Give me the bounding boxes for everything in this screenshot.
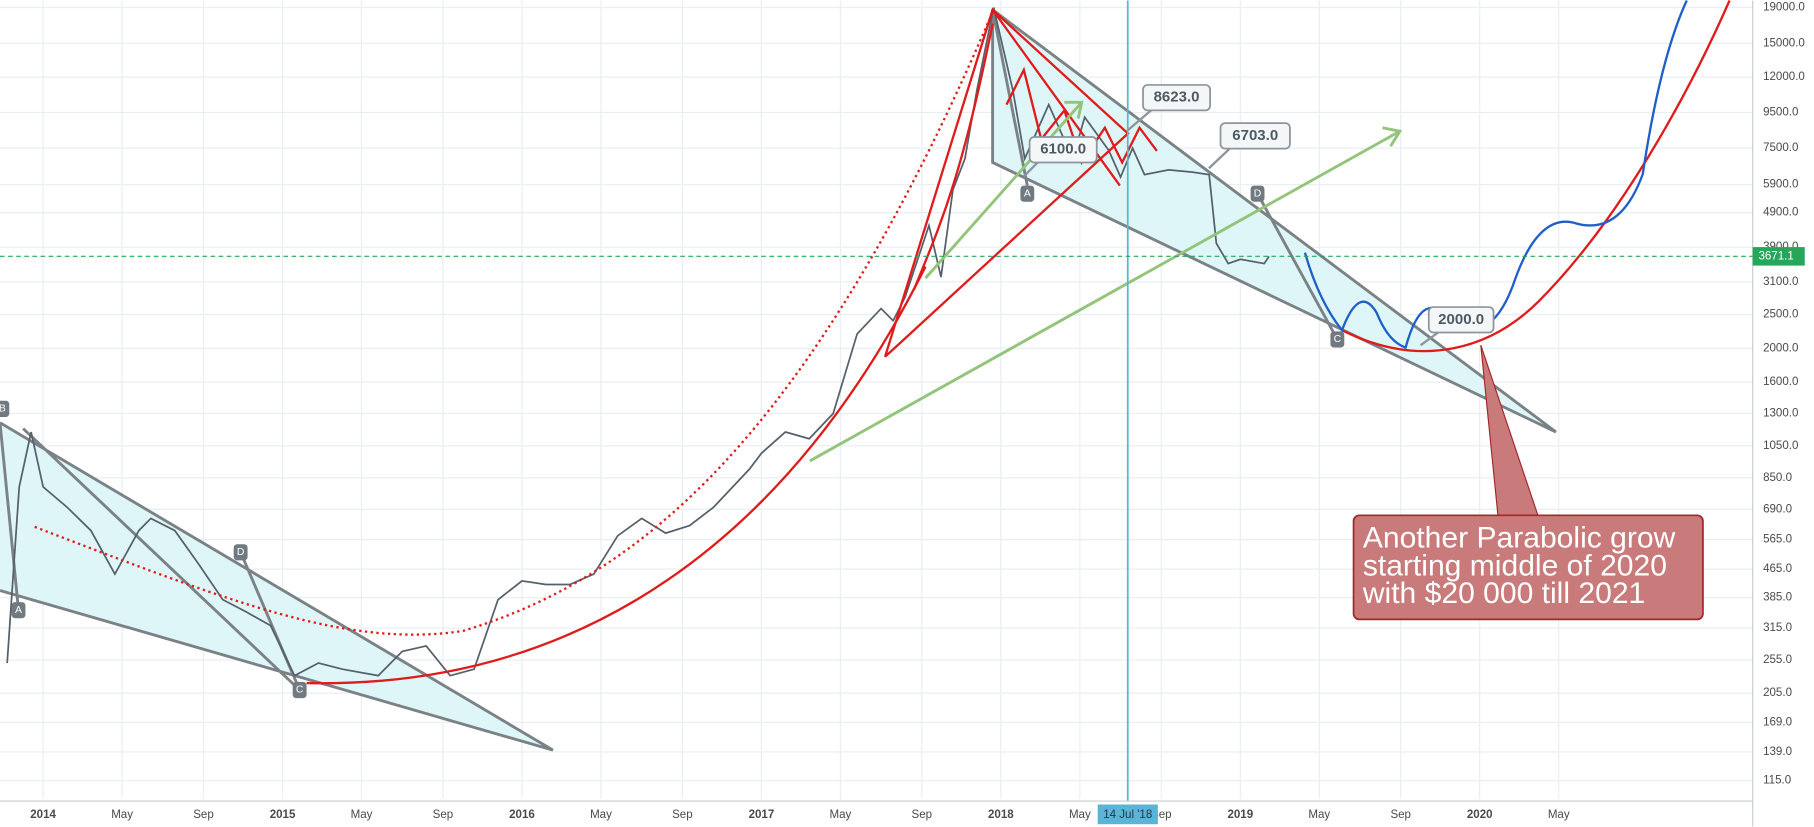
y-tick-label: 850.0 <box>1763 472 1792 484</box>
callout-pointer <box>1208 147 1231 170</box>
cursor-box <box>1097 804 1158 825</box>
callout-label: 8623.0 <box>1154 89 1200 106</box>
x-tick-label: May <box>590 809 612 821</box>
pattern-label: B <box>0 404 6 415</box>
callout-label: 2000.0 <box>1438 311 1484 328</box>
callout-pointer <box>1127 109 1152 131</box>
pattern-badge <box>0 400 10 417</box>
last-price-box <box>1752 247 1805 266</box>
x-tick-label: 2016 <box>509 809 535 821</box>
callout-box <box>1427 306 1495 334</box>
y-tick-label: 12000.0 <box>1763 71 1805 83</box>
last-price-label: 3671.1 <box>1758 250 1793 262</box>
y-tick-label: 115.0 <box>1763 775 1791 787</box>
y-tick-label: 255.0 <box>1763 654 1792 666</box>
y-tick-label: 1300.0 <box>1763 408 1798 420</box>
pattern-label: C <box>1334 334 1342 345</box>
y-tick-label: 2500.0 <box>1763 309 1798 321</box>
y-tick-label: 139.0 <box>1763 746 1792 758</box>
annotation: Another Parabolic grow starting middle o… <box>1352 345 1704 621</box>
x-tick-label: Sep <box>193 809 214 821</box>
y-tick-label: 2000.0 <box>1763 342 1798 354</box>
x-tick-label: Sep <box>912 809 933 821</box>
x-tick-label: Sep <box>1390 809 1411 821</box>
x-tick-label: May <box>1548 809 1570 821</box>
price-layer <box>6 7 1270 677</box>
y-tick-label: 169.0 <box>1763 716 1792 728</box>
grid <box>0 0 1753 799</box>
x-tick-label: May <box>351 809 373 821</box>
pattern-label: D <box>237 547 245 558</box>
pattern-badge <box>1330 331 1345 348</box>
x-tick-label: Sep <box>433 809 454 821</box>
pattern-badge <box>1250 185 1265 202</box>
x-tick-label: 2017 <box>749 809 775 821</box>
annotation-line: Another Parabolic grow <box>1363 522 1676 555</box>
pattern-label: D <box>1254 188 1262 199</box>
callout-box <box>1028 136 1098 164</box>
x-tick-label: May <box>1069 809 1091 821</box>
pattern-badge <box>1020 185 1035 202</box>
x-tick-label: May <box>1308 809 1330 821</box>
pattern-badge <box>233 544 248 561</box>
y-tick-label: 565.0 <box>1763 534 1792 546</box>
y-tick-label: 690.0 <box>1763 503 1792 515</box>
x-tick-label: 2019 <box>1227 809 1253 821</box>
pattern-label: A <box>1024 188 1031 199</box>
cursor-label: 14 Jul '18 <box>1103 809 1152 821</box>
x-tick-label: 2018 <box>988 809 1014 821</box>
y-tick-label: 1050.0 <box>1763 440 1798 452</box>
y-tick-label: 205.0 <box>1763 687 1792 699</box>
callout-pointer <box>1023 161 1039 178</box>
x-tick-label: 2020 <box>1467 809 1493 821</box>
callout-box <box>1142 84 1211 112</box>
y-tick-label: 19000.0 <box>1763 2 1805 14</box>
pattern-badge <box>11 602 26 619</box>
pattern-label: A <box>15 605 22 616</box>
pattern-badge <box>292 681 307 699</box>
y-tick-label: 9500.0 <box>1763 106 1798 118</box>
x-tick-label: May <box>830 809 852 821</box>
callout-box <box>1219 122 1291 150</box>
price-line <box>6 7 1270 677</box>
x-tick-label: 2015 <box>270 809 296 821</box>
y-tick-label: 4900.0 <box>1763 207 1798 219</box>
y-tick-label: 3100.0 <box>1763 276 1798 288</box>
x-tick-label: 2014 <box>30 809 56 821</box>
callout-label: 6703.0 <box>1232 127 1278 144</box>
y-tick-label: 15000.0 <box>1763 37 1805 49</box>
y-tick-label: 5900.0 <box>1763 179 1798 191</box>
x-tick-label: Sep <box>672 809 693 821</box>
x-tick-label: May <box>111 809 133 821</box>
y-tick-label: 1600.0 <box>1763 376 1798 388</box>
pattern-label: C <box>296 685 304 696</box>
annotation-line: starting middle of 2020 <box>1363 549 1667 582</box>
annotation-line: with $20 000 till 2021 <box>1362 577 1645 610</box>
y-tick-label: 7500.0 <box>1763 142 1798 154</box>
callout-pointer <box>1419 331 1439 347</box>
callout-label: 6100.0 <box>1040 141 1086 158</box>
y-tick-label: 465.0 <box>1763 563 1792 575</box>
y-tick-label: 385.0 <box>1763 592 1792 604</box>
y-tick-label: 315.0 <box>1763 622 1792 634</box>
